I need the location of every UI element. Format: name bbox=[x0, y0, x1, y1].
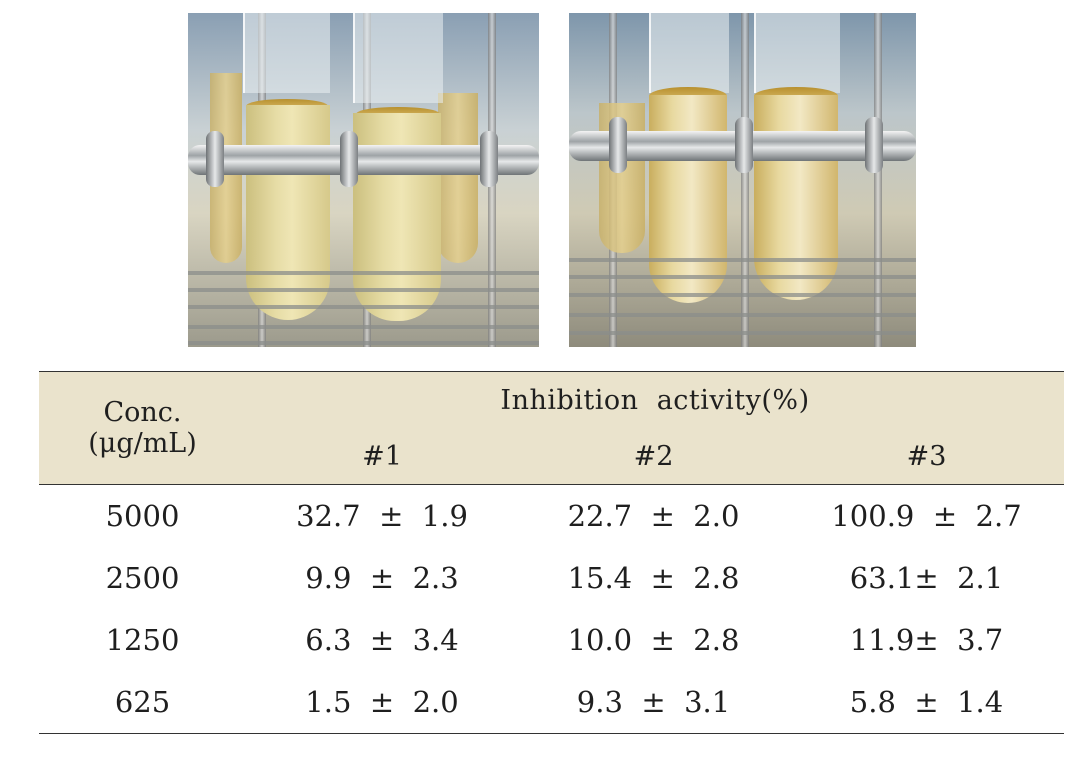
clear-tube-1 bbox=[649, 95, 727, 303]
photo-cloudy-tubes bbox=[188, 13, 539, 347]
table-row: 2500 9.9 ± 2.3 15.4 ± 2.8 63.1± 2.1 bbox=[39, 547, 1064, 609]
header-row-2: (μg/mL) #1 #2 #3 bbox=[39, 428, 1065, 485]
value-cell: 22.7 ± 2.0 bbox=[567, 499, 740, 533]
table-row: 625 1.5 ± 2.0 9.3 ± 3.1 5.8 ± 1.4 bbox=[39, 671, 1065, 734]
conc-cell: 2500 bbox=[105, 561, 180, 595]
sample-2-header: #2 bbox=[518, 428, 789, 485]
value-cell: 100.9 ± 2.7 bbox=[831, 499, 1022, 533]
value-cell: 15.4 ± 2.8 bbox=[567, 561, 740, 595]
value-cell: 63.1± 2.1 bbox=[849, 561, 1004, 595]
table-row: 5000 32.7 ± 1.9 22.7 ± 2.0 100.9 ± 2.7 bbox=[39, 485, 1064, 548]
table-row: 1250 6.3 ± 3.4 10.0 ± 2.8 11.9± 3.7 bbox=[39, 609, 1064, 671]
conc-cell: 1250 bbox=[105, 623, 180, 657]
value-cell: 10.0 ± 2.8 bbox=[567, 623, 740, 657]
value-cell: 32.7 ± 1.9 bbox=[296, 499, 468, 533]
value-cell: 9.3 ± 3.1 bbox=[518, 671, 789, 734]
conc-cell: 5000 bbox=[105, 499, 180, 533]
photo-clear-tubes bbox=[569, 13, 916, 347]
header-row-1: Conc. Inhibition activity(%) bbox=[39, 371, 1065, 428]
conc-cell: 625 bbox=[39, 671, 246, 734]
value-cell: 11.9± 3.7 bbox=[849, 623, 1004, 657]
conc-header-line1: Conc. bbox=[39, 371, 246, 428]
value-cell: 6.3 ± 3.4 bbox=[305, 623, 459, 657]
inhibition-activity-table: Conc. Inhibition activity(%) (μg/mL) #1 … bbox=[39, 371, 1065, 734]
value-cell: 9.9 ± 2.3 bbox=[305, 561, 459, 595]
clear-tube-2 bbox=[754, 95, 838, 300]
sample-1-header: #1 bbox=[246, 428, 518, 485]
inhibition-activity-header: Inhibition activity(%) bbox=[246, 371, 1065, 428]
cloudy-tube-1 bbox=[246, 105, 330, 320]
value-cell: 5.8 ± 1.4 bbox=[789, 671, 1065, 734]
value-cell: 1.5 ± 2.0 bbox=[246, 671, 518, 734]
sample-3-header: #3 bbox=[789, 428, 1065, 485]
conc-header-line2: (μg/mL) bbox=[39, 428, 246, 485]
